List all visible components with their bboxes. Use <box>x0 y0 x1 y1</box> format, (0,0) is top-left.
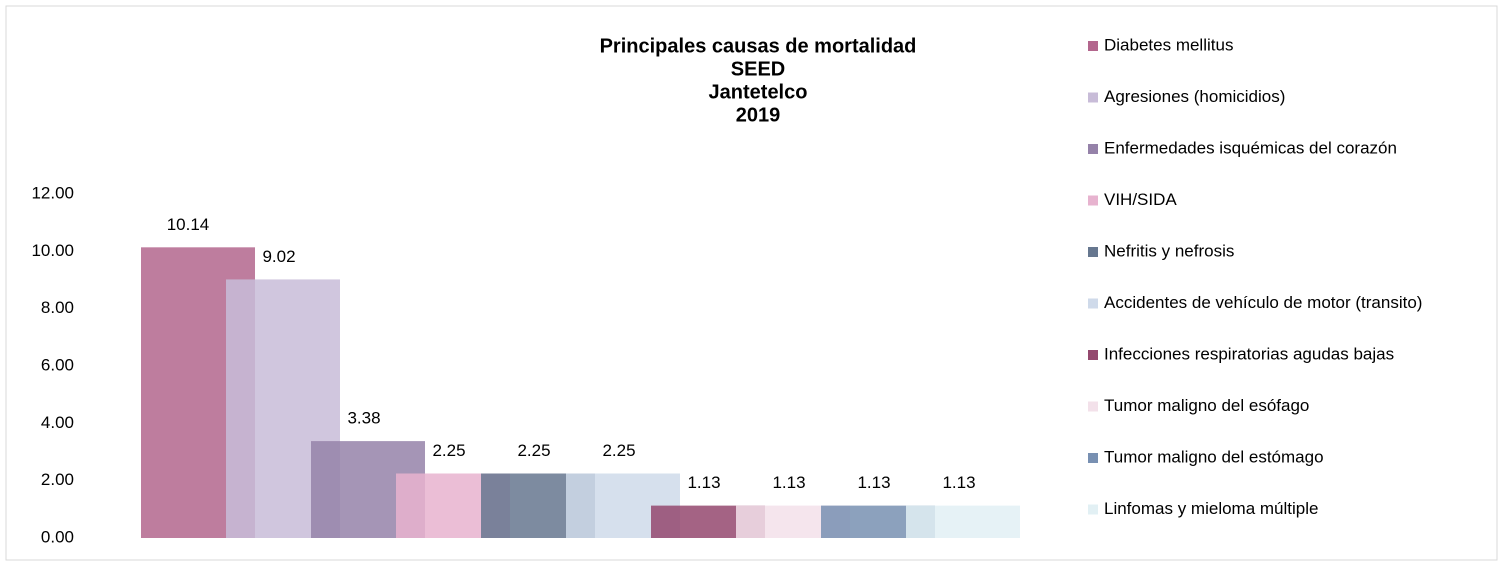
legend-swatch <box>1088 453 1098 463</box>
legend-swatch <box>1088 247 1098 257</box>
legend-swatch <box>1088 401 1098 412</box>
bar <box>906 505 1020 538</box>
data-label: 1.13 <box>687 473 720 492</box>
legend-swatch <box>1088 350 1098 360</box>
chart-title: SEED <box>731 58 785 80</box>
y-tick-label: 12.00 <box>31 183 74 202</box>
legend-label: Accidentes de vehículo de motor (transit… <box>1104 293 1422 312</box>
y-tick-label: 10.00 <box>31 241 74 260</box>
legend-swatch <box>1088 195 1098 206</box>
data-label: 2.25 <box>517 441 550 460</box>
legend-label: Enfermedades isquémicas del corazón <box>1104 138 1397 157</box>
legend-label: Tumor maligno del estómago <box>1104 447 1324 466</box>
legend-label: Diabetes mellitus <box>1104 35 1233 54</box>
legend-label: Infecciones respiratorias agudas bajas <box>1104 344 1394 363</box>
y-tick-label: 6.00 <box>41 355 74 374</box>
y-tick-label: 0.00 <box>41 527 74 546</box>
legend-label: Tumor maligno del esófago <box>1104 396 1309 415</box>
chart-title: Principales causas de mortalidad <box>600 35 917 57</box>
legend-swatch <box>1088 92 1098 103</box>
y-tick-label: 4.00 <box>41 413 74 432</box>
data-label: 9.02 <box>262 247 295 266</box>
chart-title: Jantetelco <box>709 81 808 103</box>
data-label: 3.38 <box>347 409 380 428</box>
legend-swatch <box>1088 504 1098 515</box>
legend-swatch <box>1088 144 1098 154</box>
y-tick-label: 2.00 <box>41 470 74 489</box>
legend-swatch <box>1088 298 1098 309</box>
data-label: 1.13 <box>857 473 890 492</box>
data-label: 1.13 <box>942 473 975 492</box>
data-label: 10.14 <box>167 215 210 234</box>
chart-title: 2019 <box>736 104 781 126</box>
data-label: 2.25 <box>432 441 465 460</box>
legend-label: VIH/SIDA <box>1104 190 1177 209</box>
legend-label: Agresiones (homicidios) <box>1104 87 1285 106</box>
data-label: 2.25 <box>602 441 635 460</box>
legend-label: Linfomas y mieloma múltiple <box>1104 499 1318 518</box>
legend-label: Nefritis y nefrosis <box>1104 241 1234 260</box>
y-tick-label: 8.00 <box>41 298 74 317</box>
legend-swatch <box>1088 41 1098 51</box>
data-label: 1.13 <box>772 473 805 492</box>
